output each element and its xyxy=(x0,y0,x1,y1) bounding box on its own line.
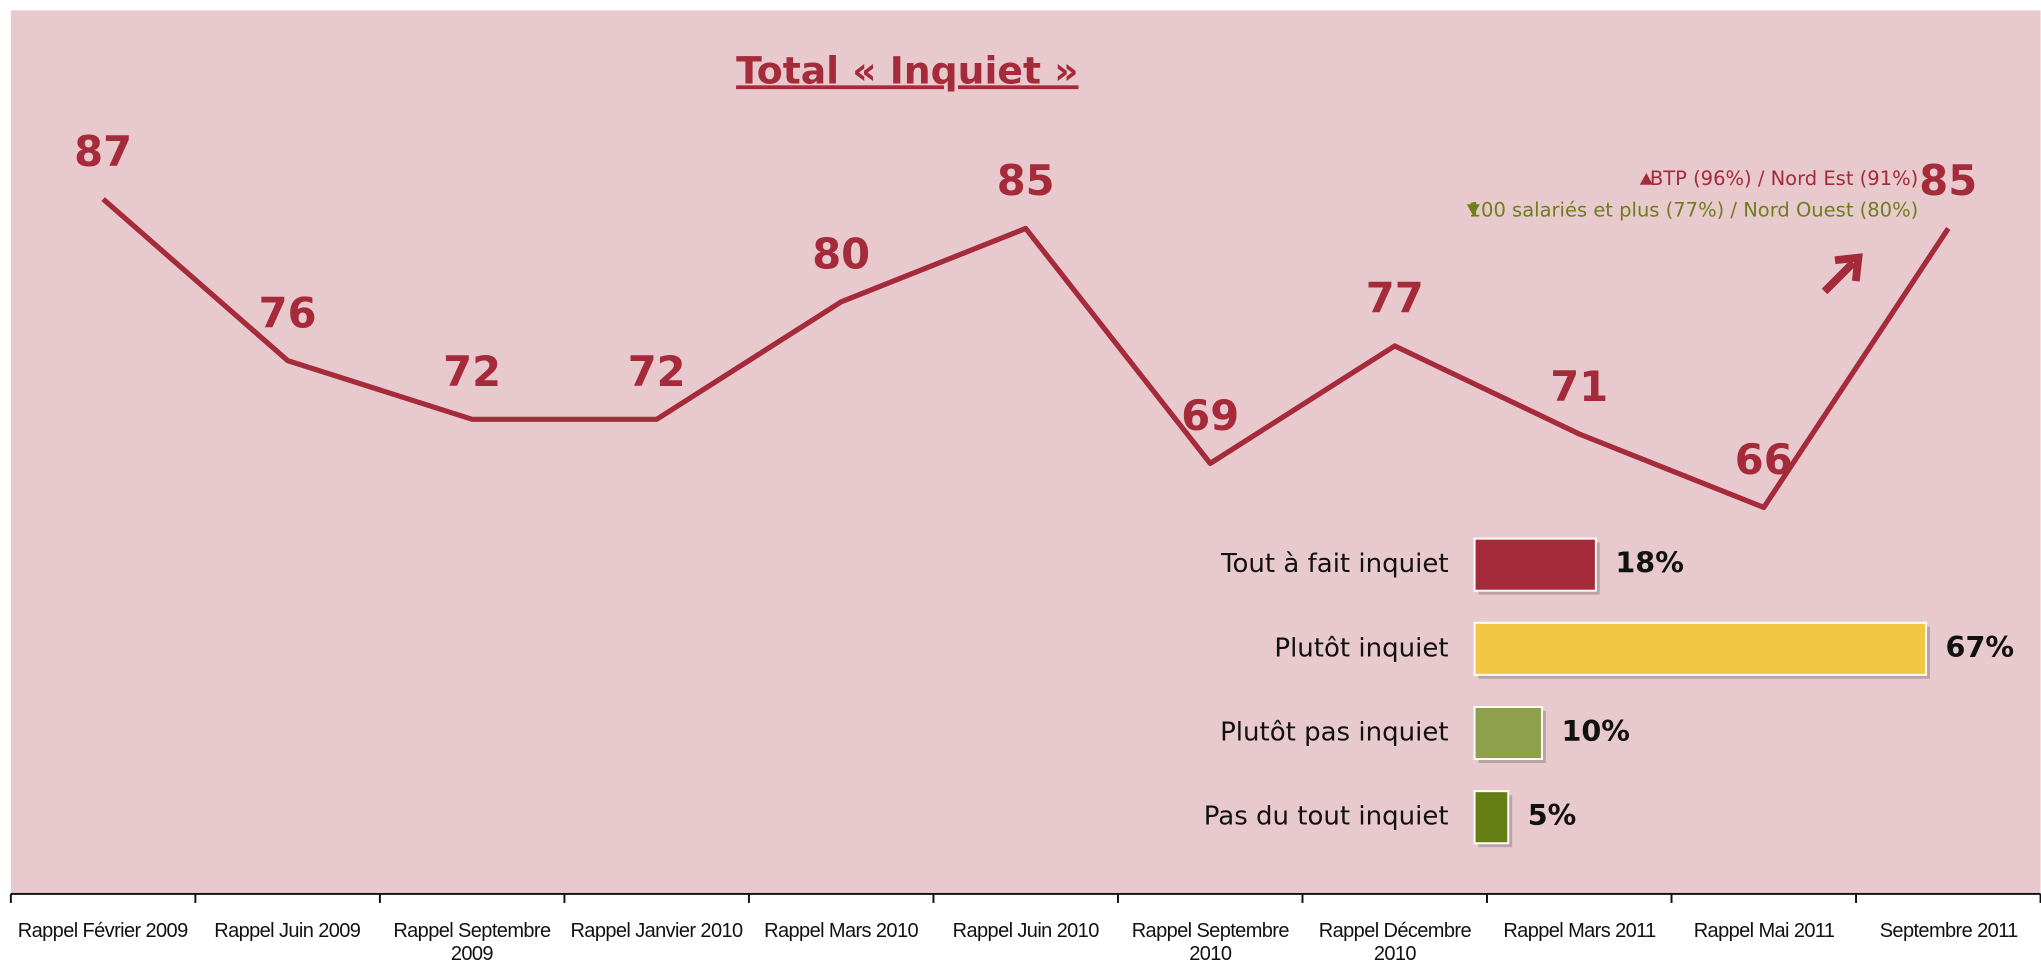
value-label: 10% xyxy=(1561,714,1629,748)
bar-category: Plutôt inquiet xyxy=(1274,633,1448,663)
bar-category: Tout à fait inquiet xyxy=(1220,549,1449,579)
x-tick-label: Septembre 2011 xyxy=(1879,920,2019,943)
annotation: BTP (96%) / Nord Est (91%) xyxy=(1650,167,1918,190)
bar xyxy=(1473,706,1543,761)
x-tick-label: Rappel Juin 2009 xyxy=(214,920,361,943)
bar xyxy=(1473,621,1928,676)
trend-arrow xyxy=(1821,253,1863,295)
bar xyxy=(1473,790,1510,845)
data-label: 87 xyxy=(74,127,132,176)
x-tick-label: Rappel Septembre 2009 xyxy=(393,920,551,966)
bar-category: Plutôt pas inquiet xyxy=(1220,718,1448,748)
data-label: 76 xyxy=(259,288,317,337)
data-label: 85 xyxy=(997,156,1055,205)
x-tick-label: Rappel Juin 2010 xyxy=(952,920,1100,943)
x-tick-label: Rappel Septembre 2010 xyxy=(1131,920,1290,966)
x-tick-label: Rappel Décembre 2010 xyxy=(1318,920,1472,966)
up-triangle xyxy=(1639,173,1653,185)
data-label: 66 xyxy=(1735,435,1793,484)
data-label: 71 xyxy=(1550,362,1608,411)
bar-category: Pas du tout inquiet xyxy=(1204,802,1449,832)
annotation: 100 salariés et plus (77%) / Nord Ouest … xyxy=(1469,198,1919,221)
data-label: 77 xyxy=(1366,274,1424,323)
data-label: 85 xyxy=(1919,156,1977,205)
data-label: 80 xyxy=(812,230,870,279)
x-tick-label: Rappel Mai 2011 xyxy=(1693,920,1835,943)
chart-title: Total « Inquiet » xyxy=(736,48,1078,92)
value-label: 67% xyxy=(1946,630,2014,664)
x-tick-label: Rappel Mars 2010 xyxy=(764,920,918,943)
value-label: 5% xyxy=(1528,798,1577,832)
x-tick-label: Rappel Janvier 2010 xyxy=(570,920,743,943)
data-label: 72 xyxy=(443,347,501,396)
data-label: 72 xyxy=(628,347,686,396)
data-label: 69 xyxy=(1181,391,1239,440)
value-label: 18% xyxy=(1615,546,1683,580)
bar xyxy=(1473,537,1597,592)
line xyxy=(101,197,1951,511)
plot-background xyxy=(10,10,2041,893)
down-triangle xyxy=(1466,204,1480,216)
x-tick-label: Rappel Mars 2011 xyxy=(1503,920,1656,943)
x-tick-label: Rappel Février 2009 xyxy=(17,920,188,943)
